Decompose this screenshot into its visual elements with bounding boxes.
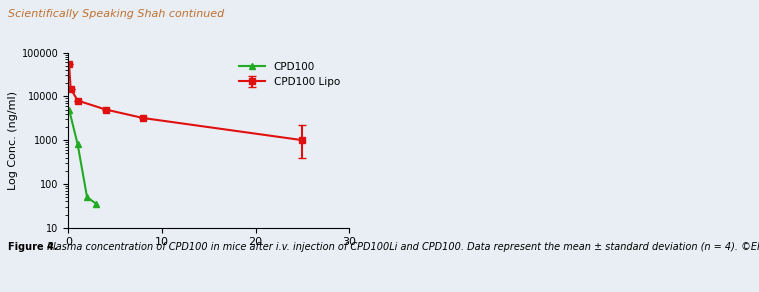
- CPD100: [65, 108, 74, 111]
- Line: CPD100: CPD100: [65, 106, 100, 207]
- Text: Figure 4.: Figure 4.: [8, 242, 57, 252]
- Text: Scientifically Speaking Shah continued: Scientifically Speaking Shah continued: [8, 9, 224, 19]
- CPD100: [92, 202, 101, 206]
- CPD100: [83, 195, 92, 199]
- CPD100: [73, 143, 82, 146]
- Text: Plasma concentration of CPD100 in mice after i.v. injection of CPD100Li and CPD1: Plasma concentration of CPD100 in mice a…: [44, 242, 759, 252]
- Legend: CPD100, CPD100 Lipo: CPD100, CPD100 Lipo: [235, 58, 344, 91]
- Y-axis label: Log Conc. (ng/ml): Log Conc. (ng/ml): [8, 91, 17, 190]
